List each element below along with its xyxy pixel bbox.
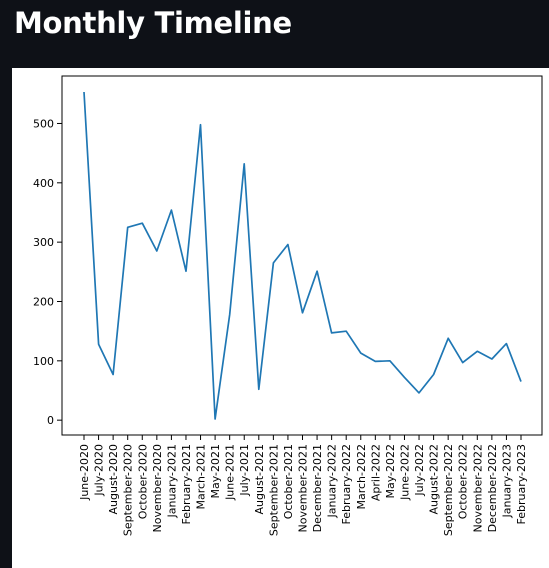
x-tick-label-18: February-2022 bbox=[340, 444, 353, 525]
x-tick-label-30: February-2023 bbox=[515, 444, 528, 525]
x-tick-label-3: September-2020 bbox=[122, 444, 135, 536]
y-tick-label-300: 300 bbox=[33, 236, 54, 249]
y-tick-label-100: 100 bbox=[33, 355, 54, 368]
x-tick-label-12: August-2021 bbox=[253, 444, 266, 514]
x-tick-label-25: September-2022 bbox=[442, 444, 455, 536]
x-tick-label-2: August-2020 bbox=[107, 444, 120, 514]
chart-panel: 0 100 200 300 400 500 June-2020 July-2020 August… bbox=[12, 68, 549, 568]
x-tick-label-22: June-2022 bbox=[398, 444, 411, 501]
x-tick-label-14: October-2021 bbox=[282, 444, 295, 519]
x-tick-label-24: August-2022 bbox=[428, 444, 441, 514]
x-tick-label-13: September-2021 bbox=[267, 444, 280, 536]
x-tick-label-28: December-2022 bbox=[486, 444, 499, 532]
x-tick-label-11: July-2021 bbox=[238, 444, 251, 497]
y-tick-label-400: 400 bbox=[33, 177, 54, 190]
x-tick-label-8: March-2021 bbox=[195, 444, 208, 510]
x-tick-label-23: July-2022 bbox=[413, 444, 426, 497]
header: Monthly Timeline bbox=[0, 0, 549, 58]
x-tick-label-26: October-2022 bbox=[457, 444, 470, 519]
x-tick-label-29: January-2023 bbox=[500, 444, 513, 518]
x-tick-label-7: February-2021 bbox=[180, 444, 193, 525]
x-tick-label-5: November-2020 bbox=[151, 444, 164, 532]
x-tick-label-19: March-2022 bbox=[355, 444, 368, 510]
x-tick-label-20: April-2022 bbox=[369, 444, 382, 501]
x-tick-label-10: June-2021 bbox=[224, 444, 237, 501]
x-tick-label-15: November-2021 bbox=[297, 444, 310, 532]
x-tick-label-0: June-2020 bbox=[78, 444, 91, 501]
x-tick-label-4: October-2020 bbox=[136, 444, 149, 519]
y-tick-label-200: 200 bbox=[33, 295, 54, 308]
plot-frame bbox=[61, 75, 543, 436]
y-tick-label-500: 500 bbox=[33, 117, 54, 130]
x-tick-label-1: July-2020 bbox=[93, 444, 106, 497]
x-tick-label-16: December-2021 bbox=[311, 444, 324, 532]
x-tick-label-17: January-2022 bbox=[326, 444, 339, 518]
x-tick-label-6: January-2021 bbox=[165, 444, 178, 518]
series-line bbox=[83, 91, 522, 420]
y-tick-label-0: 0 bbox=[47, 414, 54, 427]
x-tick-label-21: May-2022 bbox=[384, 444, 397, 499]
x-tick-label-27: November-2022 bbox=[471, 444, 484, 532]
page-title: Monthly Timeline bbox=[14, 6, 292, 40]
x-tick-label-9: May-2021 bbox=[209, 444, 222, 499]
